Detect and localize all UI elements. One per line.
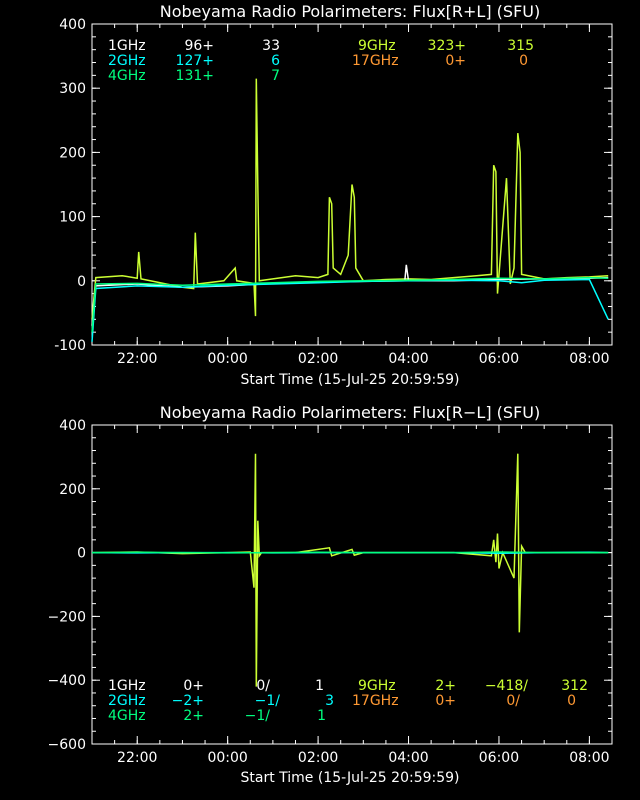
legend-2ghz-mid: −1/	[255, 693, 281, 709]
legend-2ghz-value: 6	[271, 53, 280, 69]
series-line-9ghz	[91, 78, 609, 320]
legend-17ghz-value: 0	[567, 693, 576, 709]
x-tick-label: 08:00	[569, 351, 609, 367]
legend-9ghz-value: 312	[561, 678, 588, 694]
x-tick-label: 02:00	[298, 750, 338, 766]
x-axis-label: Start Time (15-Jul-25 20:59:59)	[240, 770, 459, 786]
legend-17ghz-peak: 0+	[435, 693, 456, 709]
legend-4ghz-name: 4GHz	[108, 708, 146, 724]
legend-1ghz-name: 1GHz	[108, 678, 146, 694]
legend-4ghz-mid: −1/	[245, 708, 271, 724]
legend-1ghz-name: 1GHz	[108, 38, 146, 54]
chart-title: Nobeyama Radio Polarimeters: Flux[R+L] (…	[160, 2, 540, 21]
legend-4ghz-value: 1	[317, 708, 326, 724]
series-line-4ghz	[91, 551, 609, 554]
y-tick-label: −600	[48, 737, 86, 753]
y-tick-label: 400	[59, 17, 86, 33]
legend-2ghz-name: 2GHz	[108, 53, 146, 69]
legend-17ghz-peak: 0+	[445, 53, 466, 69]
x-tick-label: 22:00	[117, 351, 157, 367]
legend-4ghz-peak: 131+	[176, 68, 214, 84]
y-tick-label: 0	[77, 274, 86, 290]
legend-17ghz-name: 17GHz	[352, 53, 399, 69]
y-tick-label: −200	[48, 609, 86, 625]
series-group	[91, 78, 609, 342]
y-tick-label: -100	[54, 338, 86, 354]
x-tick-label: 06:00	[479, 351, 519, 367]
x-tick-label: 02:00	[298, 351, 338, 367]
x-tick-label: 04:00	[388, 750, 428, 766]
legend-17ghz-mid: 0/	[506, 693, 520, 709]
legend-4ghz-peak: 2+	[183, 708, 204, 724]
flux-r-minus-l-panel: −600 −400 −200 0 200 400 22:00 00:00 02:00 04:00 0…	[48, 403, 613, 786]
legend-2ghz-peak: 127+	[176, 53, 214, 69]
y-tick-label: 300	[59, 81, 86, 97]
y-tick-label: 100	[59, 210, 86, 226]
legend-9ghz-peak: 2+	[435, 678, 456, 694]
x-tick-label: 00:00	[207, 351, 247, 367]
x-tick-label: 00:00	[207, 750, 247, 766]
series-group	[91, 453, 609, 687]
legend-9ghz-name: 9GHz	[358, 38, 396, 54]
legend-4ghz-value: 7	[271, 68, 280, 84]
legend-2ghz-name: 2GHz	[108, 693, 146, 709]
legend-2ghz-value: 3	[325, 693, 334, 709]
legend-17ghz-name: 17GHz	[352, 693, 399, 709]
legend-4ghz-name: 4GHz	[108, 68, 146, 84]
y-tick-label: 200	[59, 145, 86, 161]
legend-9ghz-name: 9GHz	[358, 678, 396, 694]
x-tick-label: 06:00	[479, 750, 519, 766]
legend-9ghz-value: 315	[507, 38, 534, 54]
legend-1ghz-mid: 0/	[256, 678, 270, 694]
legend-1ghz-peak: 0+	[183, 678, 204, 694]
legend-9ghz-peak: 323+	[428, 38, 466, 54]
x-axis-label: Start Time (15-Jul-25 20:59:59)	[240, 372, 459, 388]
legend-17ghz-value: 0	[519, 53, 528, 69]
legend: 1GHz 0+ 0/ 1 2GHz −2+ −1/ 3 4GHz 2+ −1/ …	[108, 678, 588, 724]
y-tick-label: −400	[48, 673, 86, 689]
flux-r-plus-l-panel: -100 0 100 200 300 400 22:00 00:00 02:00 04:00 06:…	[54, 2, 613, 388]
plot-frame	[91, 23, 613, 346]
x-tick-label: 08:00	[569, 750, 609, 766]
x-tick-label: 22:00	[117, 750, 157, 766]
legend-1ghz-value: 33	[262, 38, 280, 54]
axes: −600 −400 −200 0 200 400 22:00 00:00 02:00 04:00 0…	[48, 418, 613, 766]
axes: -100 0 100 200 300 400 22:00 00:00 02:00 04:00 06:…	[54, 17, 613, 367]
y-tick-label: 200	[59, 482, 86, 498]
legend-2ghz-peak: −2+	[172, 693, 204, 709]
chart-title: Nobeyama Radio Polarimeters: Flux[R−L] (…	[160, 403, 540, 422]
y-tick-label: 400	[59, 418, 86, 434]
y-tick-label: 0	[77, 546, 86, 562]
legend: 1GHz 96+ 33 2GHz 127+ 6 4GHz 131+ 7 9GHz…	[108, 38, 534, 84]
legend-1ghz-value: 1	[315, 678, 324, 694]
x-tick-label: 04:00	[388, 351, 428, 367]
legend-1ghz-peak: 96+	[184, 38, 214, 54]
plot-frame	[91, 424, 613, 745]
legend-9ghz-mid: −418/	[485, 678, 528, 694]
series-line-4ghz	[91, 276, 609, 333]
